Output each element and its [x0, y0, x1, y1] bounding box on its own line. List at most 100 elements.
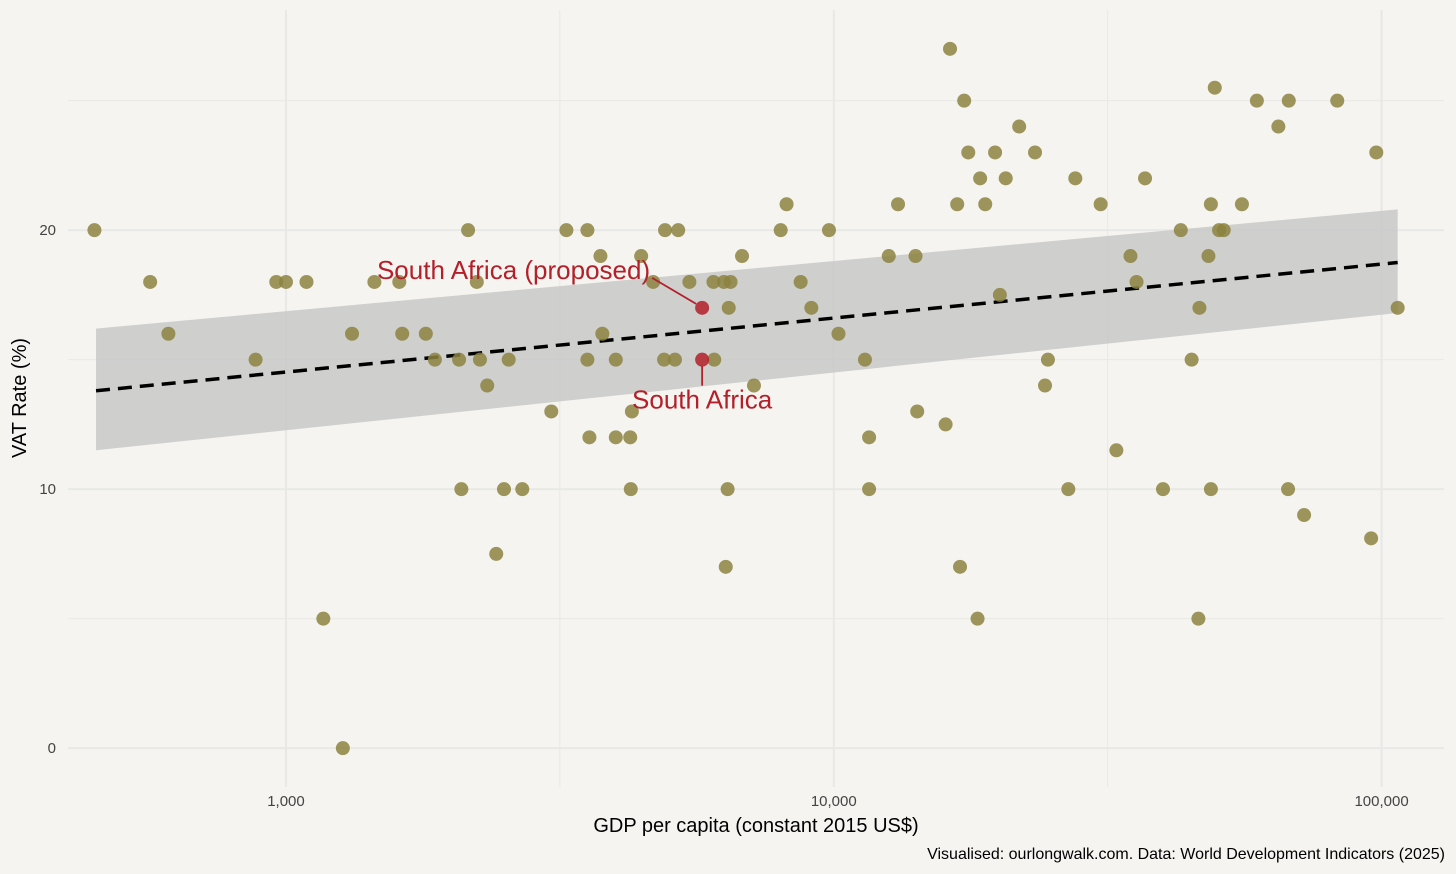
- data-point: [1330, 93, 1345, 108]
- highlight-label: South Africa (proposed): [377, 255, 650, 285]
- data-point: [161, 326, 176, 341]
- data-point: [862, 482, 877, 497]
- data-point: [472, 352, 487, 367]
- data-point: [1123, 249, 1138, 264]
- data-point: [723, 274, 738, 289]
- data-point: [1028, 145, 1043, 160]
- data-point: [395, 326, 410, 341]
- data-point: [489, 546, 504, 561]
- data-point: [1281, 93, 1296, 108]
- data-point: [658, 223, 673, 238]
- x-tick-label: 1,000: [267, 793, 305, 810]
- data-point: [831, 326, 846, 341]
- data-point: [1234, 197, 1249, 212]
- data-point: [345, 326, 360, 341]
- annotation-leader: [651, 277, 697, 305]
- data-point: [779, 197, 794, 212]
- y-tick-label: 0: [48, 740, 56, 757]
- data-point: [593, 249, 608, 264]
- highlight-point: [695, 300, 710, 315]
- data-point: [316, 611, 331, 626]
- data-point: [515, 482, 530, 497]
- y-tick-label: 10: [39, 481, 56, 498]
- data-point: [608, 430, 623, 445]
- data-point: [943, 41, 958, 56]
- data-point: [427, 352, 442, 367]
- data-point: [992, 287, 1007, 302]
- data-point: [910, 404, 925, 419]
- data-point: [299, 274, 314, 289]
- data-point: [1038, 378, 1053, 393]
- data-point: [143, 274, 158, 289]
- highlight-point: [695, 352, 710, 367]
- data-point: [821, 223, 836, 238]
- data-point: [1184, 352, 1199, 367]
- data-point: [646, 274, 661, 289]
- data-point: [908, 249, 923, 264]
- data-point: [1191, 611, 1206, 626]
- data-point: [1129, 274, 1144, 289]
- data-point: [957, 93, 972, 108]
- data-point: [793, 274, 808, 289]
- data-point: [1203, 197, 1218, 212]
- data-point: [1109, 443, 1124, 458]
- highlight-label: South Africa: [632, 385, 773, 415]
- data-point: [623, 482, 638, 497]
- x-tick-label: 10,000: [811, 793, 857, 810]
- data-point: [1068, 171, 1083, 186]
- data-point: [862, 430, 877, 445]
- data-point: [671, 223, 686, 238]
- data-point: [1369, 145, 1384, 160]
- data-point: [461, 223, 476, 238]
- data-point: [469, 274, 484, 289]
- data-point: [857, 352, 872, 367]
- data-point: [950, 197, 965, 212]
- data-point: [891, 197, 906, 212]
- data-point: [452, 352, 467, 367]
- data-point: [1192, 300, 1207, 315]
- data-point: [1297, 508, 1312, 523]
- data-point: [881, 249, 896, 264]
- data-point: [1093, 197, 1108, 212]
- data-point: [938, 417, 953, 432]
- data-point: [1203, 482, 1218, 497]
- data-point: [1138, 171, 1153, 186]
- caption: Visualised: ourlongwalk.com. Data: World…: [927, 846, 1445, 863]
- data-point: [392, 274, 407, 289]
- data-point: [953, 559, 968, 574]
- data-point: [496, 482, 511, 497]
- x-axis-title: GDP per capita (constant 2015 US$): [593, 815, 918, 837]
- data-point: [87, 223, 102, 238]
- data-point: [1061, 482, 1076, 497]
- trend-line: [95, 260, 1398, 393]
- data-point: [501, 352, 516, 367]
- x-tick-label: 100,000: [1354, 793, 1408, 810]
- data-point: [720, 482, 735, 497]
- data-point: [1364, 531, 1379, 546]
- data-point: [418, 326, 433, 341]
- data-point: [978, 197, 993, 212]
- data-point: [335, 741, 350, 756]
- data-point: [667, 352, 682, 367]
- data-point: [970, 611, 985, 626]
- data-point: [1040, 352, 1055, 367]
- axes: 1,000 10,000 100,000 0 10 20: [39, 222, 1408, 810]
- data-point: [804, 300, 819, 315]
- data-point: [367, 274, 382, 289]
- data-point: [480, 378, 495, 393]
- data-point: [582, 430, 597, 445]
- data-point: [973, 171, 988, 186]
- data-point: [559, 223, 574, 238]
- data-point: [544, 404, 559, 419]
- data-point: [278, 274, 293, 289]
- data-point: [1155, 482, 1170, 497]
- data-point: [269, 274, 284, 289]
- y-axis-title: VAT Rate (%): [9, 338, 31, 458]
- data-point: [623, 430, 638, 445]
- points-layer: [87, 41, 1405, 756]
- data-point: [454, 482, 469, 497]
- data-point: [1173, 223, 1188, 238]
- data-point: [1271, 119, 1286, 134]
- data-point: [682, 274, 697, 289]
